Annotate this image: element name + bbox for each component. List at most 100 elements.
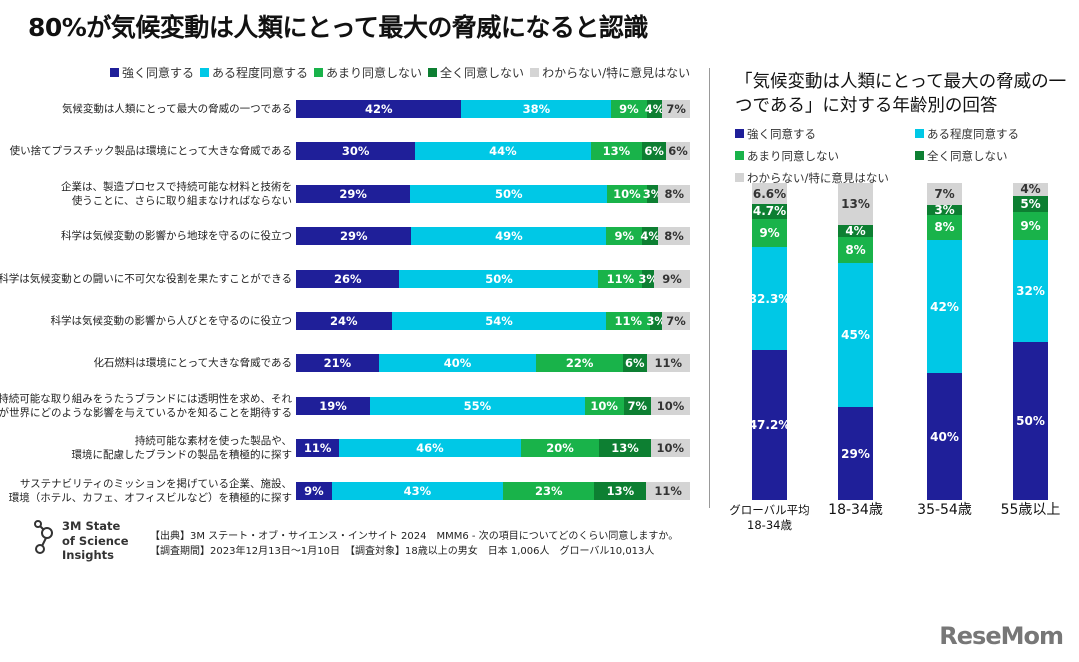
row-label: 科学は気候変動との闘いに不可欠な役割を果たすことができる bbox=[0, 272, 292, 285]
column-bar: 40% 42% 8% 3% 7% bbox=[927, 183, 962, 500]
column-segment: 45% bbox=[838, 263, 873, 408]
column-segment: 32% bbox=[1013, 240, 1048, 342]
source-note: 【出典】3M ステート・オブ・サイエンス・インサイト 2024 MMM6 - 次… bbox=[150, 531, 679, 542]
category-label: 55歳以上 bbox=[1000, 502, 1061, 518]
column-segment: 40% bbox=[927, 373, 962, 500]
bar-segment: 13% bbox=[590, 142, 643, 161]
footnote: 【出典】3M ステート・オブ・サイエンス・インサイト 2024 MMM6 - 次… bbox=[150, 529, 678, 559]
legend-swatch bbox=[314, 68, 324, 77]
bar-segment: 40% bbox=[378, 354, 537, 373]
legend-item: わからない/特に意見はない bbox=[735, 170, 915, 186]
column-segment: 4% bbox=[1013, 182, 1048, 196]
legend-item: あまり同意しない bbox=[735, 148, 915, 164]
column-segment: 4.7% bbox=[752, 203, 787, 219]
column-bar: 47.2% 32.3% 9% 4.7% 6.6% bbox=[749, 183, 790, 500]
bar-segment: 38% bbox=[461, 100, 612, 118]
legend-label: ある程度同意する bbox=[212, 66, 309, 80]
legend-item: 全く同意しない bbox=[915, 148, 1065, 164]
bar-segment: 43% bbox=[331, 481, 503, 500]
column-segment: 13% bbox=[838, 183, 873, 225]
column-bar: 29% 45% 8% 4% 13% bbox=[838, 183, 873, 500]
column-segment: 5% bbox=[1013, 195, 1048, 212]
row-label: 科学は気候変動の影響から地球を守るのに役立つ bbox=[61, 230, 292, 243]
bar-segment: 4% bbox=[640, 227, 660, 246]
logo-line: of Science bbox=[62, 533, 129, 548]
bar-segment: 23% bbox=[502, 481, 595, 500]
legend-swatch bbox=[735, 173, 744, 182]
bar-segment: 29% bbox=[296, 184, 411, 203]
row-label: 化石燃料は環境にとって大きな脅威である bbox=[93, 357, 292, 370]
bar-segment: 8% bbox=[658, 184, 690, 203]
bar-segment: 6% bbox=[666, 142, 690, 161]
bar-segment: 10% bbox=[650, 396, 690, 415]
bar-segment: 6% bbox=[623, 354, 647, 373]
bar-row: 24% 54% 11% 3% 7% bbox=[296, 312, 690, 330]
bar-segment: 3% bbox=[642, 184, 663, 203]
bar-segment: 11% bbox=[646, 481, 690, 500]
bar-row: 19% 55% 10% 7% 10% bbox=[296, 396, 690, 415]
resemom-watermark: ReseMom bbox=[939, 622, 1064, 650]
right-chart-legend: 強く同意する ある程度同意するあまり同意しない 全く同意しないわからない/特に意見は… bbox=[735, 126, 1075, 192]
legend-label: わからない/特に意見はない bbox=[542, 66, 691, 80]
logo-line: 3M State bbox=[62, 519, 121, 533]
column-segment: 8% bbox=[927, 214, 962, 241]
legend-label: あまり同意しない bbox=[747, 149, 839, 163]
bar-segment: 8% bbox=[658, 227, 690, 246]
bar-row: 26% 50% 11% 3% 9% bbox=[296, 269, 690, 288]
bar-segment: 20% bbox=[520, 439, 600, 458]
bar-row: 29% 49% 9% 4% 8% bbox=[296, 227, 690, 246]
column-segment: 9% bbox=[1013, 211, 1048, 241]
category-label: 35-54歳 bbox=[917, 502, 972, 518]
bar-segment: 11% bbox=[646, 354, 690, 373]
legend-label: あまり同意しない bbox=[326, 66, 423, 80]
legend-label: わからない/特に意見はない bbox=[747, 171, 889, 185]
bar-segment: 3% bbox=[638, 269, 658, 288]
column-segment: 50% bbox=[1013, 341, 1048, 500]
bar-row: 42% 38% 9% 4% 7% bbox=[296, 100, 690, 118]
bar-segment: 13% bbox=[594, 481, 647, 500]
legend-label: 強く同意する bbox=[122, 66, 195, 80]
legend-label: 全く同意しない bbox=[927, 149, 1008, 163]
category-label: グローバル平均 18-34歳 bbox=[729, 503, 810, 532]
row-label: 持続可能な取り組みをうたうブランドには透明性を求め、それ が世界にどのような影響… bbox=[0, 392, 292, 419]
bar-segment: 26% bbox=[296, 269, 400, 288]
logo-line: Insights bbox=[62, 548, 115, 562]
bar-row: 11% 46% 20% 13% 10% bbox=[296, 439, 690, 458]
column-bar: 50% 32% 9% 5% 4% bbox=[1013, 182, 1048, 500]
bar-row: 9% 43% 23% 13% 11% bbox=[296, 481, 690, 500]
row-label: 持続可能な素材を使った製品や、 環境に配慮したブランドの製品を積極的に探す bbox=[71, 435, 293, 462]
bar-row: 21% 40% 22% 6% 11% bbox=[296, 354, 690, 373]
bar-segment: 54% bbox=[391, 312, 607, 330]
bar-segment: 21% bbox=[296, 354, 379, 373]
bar-segment: 50% bbox=[410, 184, 608, 203]
bar-segment: 49% bbox=[411, 227, 607, 246]
bar-segment: 10% bbox=[650, 439, 690, 458]
bar-segment: 42% bbox=[296, 100, 462, 118]
legend-item: ある程度同意する bbox=[200, 64, 308, 81]
bar-segment: 19% bbox=[296, 396, 371, 415]
legend-item: 全く同意しない bbox=[428, 64, 524, 81]
right-chart-title: 「気候変動は人類にとって最大の脅威の一つである」に対する年齢別の回答 bbox=[735, 72, 1067, 116]
column-segment: 29% bbox=[838, 407, 873, 500]
row-label: 科学は気候変動の影響から人びとを守るのに役立つ bbox=[50, 315, 293, 327]
legend-swatch bbox=[735, 151, 744, 160]
bar-segment: 9% bbox=[606, 227, 643, 246]
bar-segment: 9% bbox=[654, 269, 690, 288]
legend-item: ある程度同意する bbox=[915, 126, 1065, 142]
legend-label: 全く同意しない bbox=[440, 66, 525, 80]
bar-segment: 24% bbox=[296, 312, 392, 330]
bar-segment: 9% bbox=[296, 481, 332, 500]
row-label: 気候変動は人類にとって最大の脅威の一つである bbox=[61, 103, 292, 115]
bar-segment: 30% bbox=[296, 142, 416, 161]
bar-segment: 10% bbox=[584, 396, 624, 415]
bar-segment: 44% bbox=[415, 142, 591, 161]
row-label: サステナビリティのミッションを掲げている企業、施設、 環境（ホテル、カフェ、オフ… bbox=[8, 477, 292, 504]
legend-item: 強く同意する bbox=[110, 64, 194, 81]
row-label: 使い捨てプラスチック製品は環境にとって大きな脅威である bbox=[9, 145, 292, 158]
page-title: 80%が気候変動は人類にとって最大の脅威になると認識 bbox=[28, 13, 648, 42]
column-segment: 4% bbox=[838, 224, 873, 238]
left-chart-legend: 強く同意する ある程度同意する あまり同意しない 全く同意しない わからない/特に意見は… bbox=[110, 64, 696, 81]
bar-segment: 7% bbox=[662, 312, 690, 330]
bar-segment: 11% bbox=[598, 269, 643, 288]
legend-swatch bbox=[428, 68, 438, 77]
